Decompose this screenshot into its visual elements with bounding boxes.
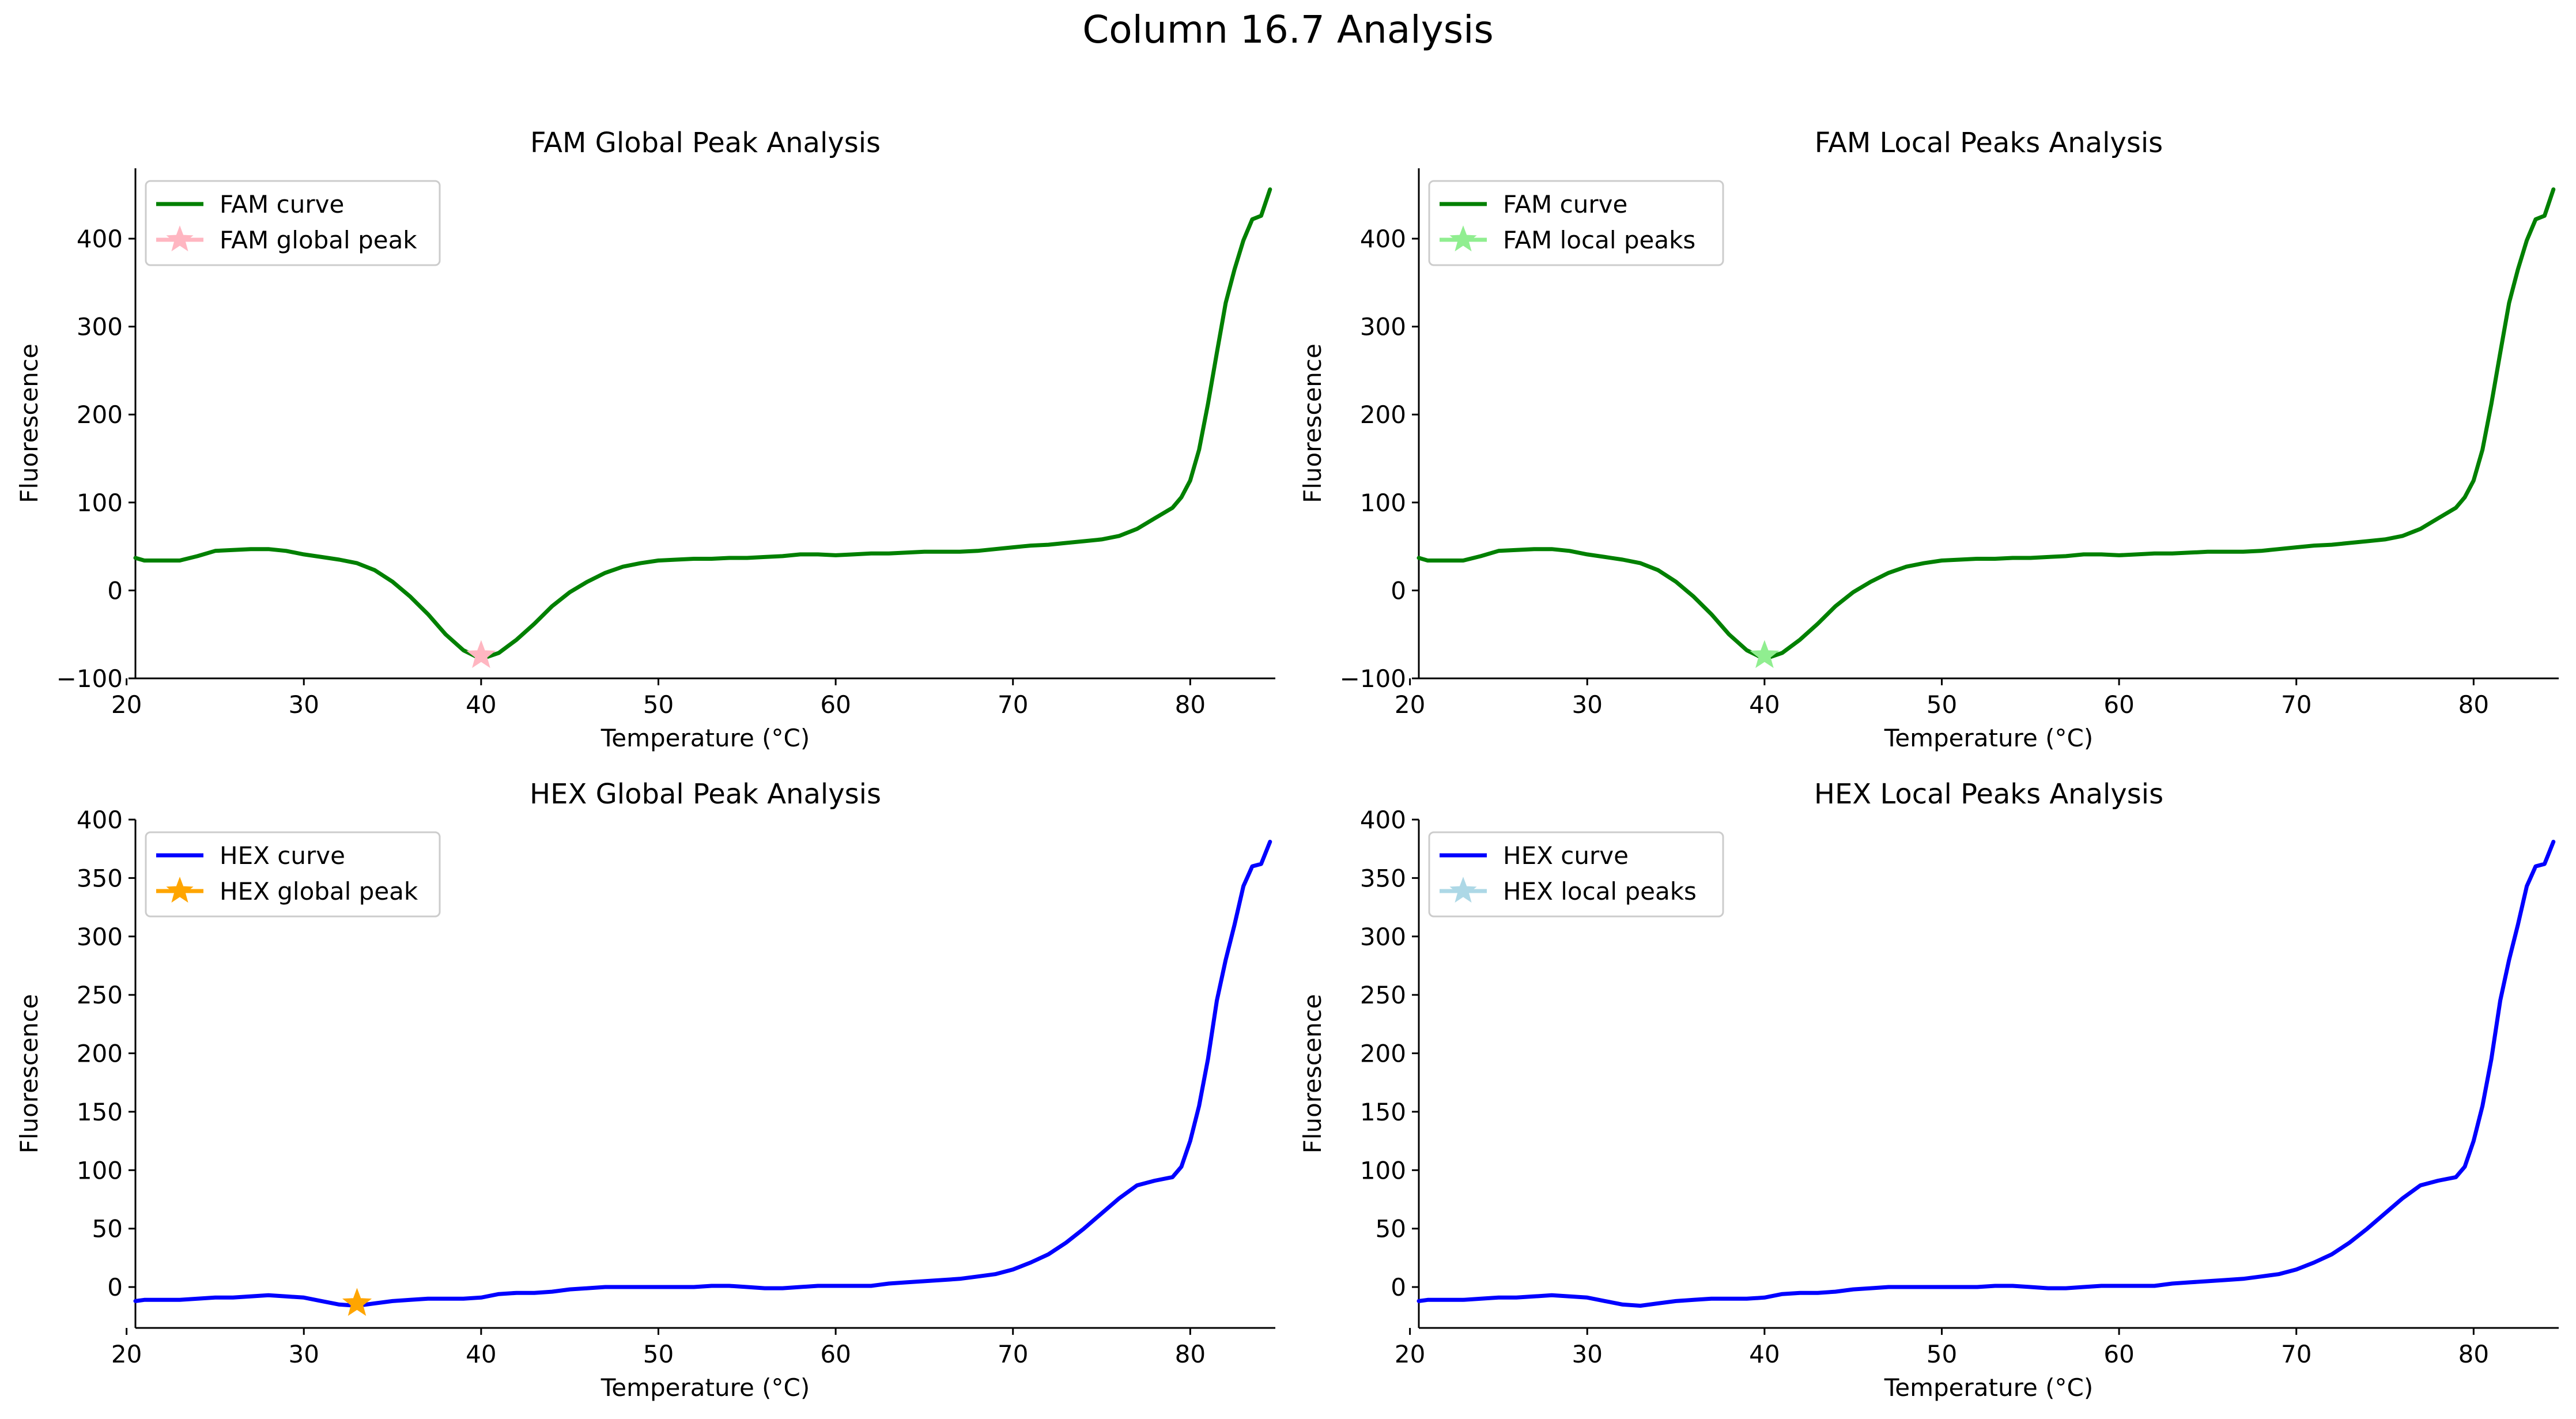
y-tick-label: 300 [1360,923,1406,951]
x-tick-label: 70 [2281,690,2311,719]
x-tick-label: 20 [1395,1340,1425,1368]
y-tick-label: 300 [77,313,123,341]
y-tick-label: 350 [1360,864,1406,892]
y-axis-label: Fluorescence [1298,344,1327,503]
legend-star-marker [1449,877,1477,903]
x-tick-label: 50 [1927,690,1957,719]
y-tick-label: 400 [77,225,123,253]
x-axis-label: Temperature (°C) [1884,1373,2094,1402]
peak-star-marker [1750,640,1780,669]
y-tick-label: 50 [92,1215,123,1243]
y-tick-label: 150 [77,1098,123,1126]
y-axis-label: Fluorescence [15,994,43,1154]
x-tick-label: 60 [820,1340,851,1368]
legend-box [145,180,441,266]
x-tick-label: 40 [466,690,496,719]
x-tick-label: 50 [1927,1340,1957,1368]
y-tick-label: 150 [1360,1098,1406,1126]
x-tick-label: 50 [643,1340,674,1368]
legend-box [1428,831,1724,918]
y-tick-label: 200 [1360,1040,1406,1068]
chart-title: HEX Local Peaks Analysis [1814,778,2163,810]
y-tick-label: 400 [1360,225,1406,253]
legend-label: HEX local peaks [1503,877,1697,905]
legend-star-marker [166,225,194,252]
y-tick-label: 0 [107,576,123,605]
x-tick-label: 60 [820,690,851,719]
x-tick-label: 60 [2103,1340,2134,1368]
x-tick-label: 30 [1572,1340,1603,1368]
y-tick-label: 250 [1360,981,1406,1009]
x-axis-label: Temperature (°C) [600,1373,810,1402]
x-tick-label: 20 [111,1340,142,1368]
legend-box [145,831,441,918]
legend-label: FAM global peak [220,226,417,254]
x-tick-label: 30 [1572,690,1603,719]
legend-star-marker [1449,225,1477,252]
y-tick-label: 400 [1360,806,1406,834]
legend-box [1428,180,1724,266]
chart-panel-1: FAM Global Peak Analysis 20 30 40 50 60 70 80 −1… [15,127,1275,752]
x-tick-label: 20 [1395,690,1425,719]
y-tick-label: 300 [1360,313,1406,341]
legend-label: FAM curve [1503,190,1627,218]
chart-panel-4: HEX Local Peaks Analysis 20 30 40 50 60 70 80 0 5… [1298,778,2559,1402]
chart-title: FAM Local Peaks Analysis [1815,127,2163,159]
x-tick-label: 40 [466,1340,496,1368]
y-tick-label: 0 [1391,576,1406,605]
series-line [1417,840,2556,1308]
x-tick-label: 30 [289,1340,319,1368]
x-tick-label: 70 [2281,1340,2311,1368]
y-axis-label: Fluorescence [15,344,43,503]
y-tick-label: 0 [1391,1273,1406,1301]
y-tick-label: 100 [77,1156,123,1184]
legend-label: HEX curve [1503,841,1629,870]
y-tick-label: −100 [1340,665,1406,693]
x-axis-label: Temperature (°C) [600,724,810,752]
peak-star-marker [466,640,496,669]
x-tick-label: 80 [1175,1340,1206,1368]
y-tick-label: 100 [1360,1156,1406,1184]
y-axis-label: Fluorescence [1298,994,1327,1154]
chart-panel-2: FAM Local Peaks Analysis 20 30 40 50 60 70 80 −1… [1298,127,2559,752]
legend-label: HEX global peak [220,877,418,905]
peak-star-marker [342,1288,372,1316]
x-tick-label: 80 [2458,690,2489,719]
legend-star-marker [166,877,194,903]
series-line [133,840,1272,1308]
chart-panel-3: HEX Global Peak Analysis 20 30 40 50 60 70 80 0 5… [15,778,1275,1402]
legend-label: FAM curve [220,190,344,218]
x-tick-label: 50 [643,690,674,719]
y-tick-label: −100 [56,665,123,693]
y-tick-label: 200 [77,1040,123,1068]
y-tick-label: 300 [77,923,123,951]
series-line [1417,187,2556,661]
x-tick-label: 40 [1749,1340,1780,1368]
figure-title: Column 16.7 Analysis [1082,7,1494,52]
x-tick-label: 30 [289,690,319,719]
x-tick-label: 60 [2103,690,2134,719]
y-tick-label: 50 [1376,1215,1406,1243]
y-tick-label: 100 [1360,489,1406,517]
x-tick-label: 80 [1175,690,1206,719]
x-axis-label: Temperature (°C) [1884,724,2094,752]
x-tick-label: 40 [1749,690,1780,719]
y-tick-label: 400 [77,806,123,834]
x-tick-label: 70 [998,690,1028,719]
legend-label: HEX curve [220,841,345,870]
y-tick-label: 200 [77,401,123,429]
y-tick-label: 250 [77,981,123,1009]
x-tick-label: 80 [2458,1340,2489,1368]
chart-title: FAM Global Peak Analysis [530,127,881,159]
y-tick-label: 350 [77,864,123,892]
y-tick-label: 200 [1360,401,1406,429]
chart-title: HEX Global Peak Analysis [530,778,881,810]
legend-label: FAM local peaks [1503,226,1695,254]
y-tick-label: 0 [107,1273,123,1301]
x-tick-label: 20 [111,690,142,719]
y-tick-label: 100 [77,489,123,517]
x-tick-label: 70 [998,1340,1028,1368]
series-line [133,187,1272,661]
